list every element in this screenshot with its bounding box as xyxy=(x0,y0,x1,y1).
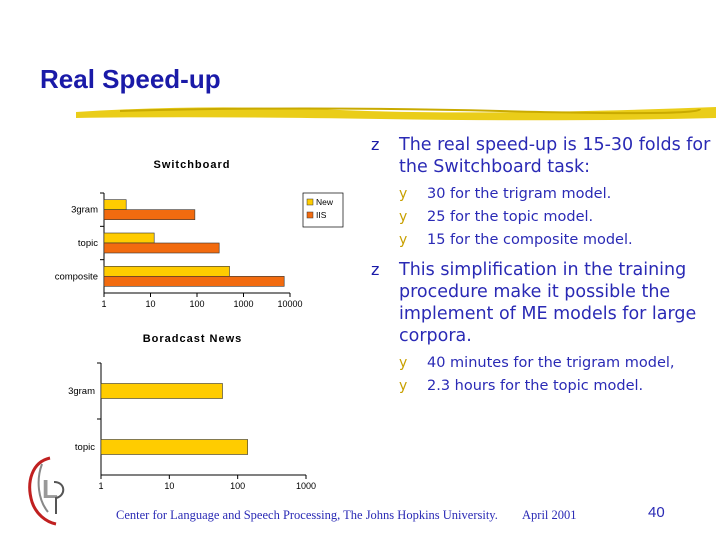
x-tick-label: 1000 xyxy=(296,481,316,491)
footer-date: April 2001 xyxy=(522,508,577,522)
bar-iis-topic xyxy=(103,242,220,254)
category-label: 3gram xyxy=(71,205,98,216)
bullet-text: The real speed-up is 15-30 folds for the… xyxy=(399,135,711,177)
sub-bullet-marker-icon: y xyxy=(399,378,408,394)
category-label: topic xyxy=(75,442,95,453)
legend-box xyxy=(302,192,344,228)
bullet-marker-icon: z xyxy=(371,260,380,279)
sub-bullet: y 40 minutes for the trigram model, xyxy=(399,353,714,374)
sub-bullet-marker-icon: y xyxy=(399,209,408,225)
bullet-simplification: z This simplification in the training pr… xyxy=(369,259,714,347)
x-tick-label: 1000 xyxy=(233,299,253,309)
category-label: composite xyxy=(55,271,98,282)
x-tick-label: 100 xyxy=(230,481,245,491)
x-tick-label: 1 xyxy=(101,299,106,309)
sub-bullet-text: 15 for the composite model. xyxy=(427,232,633,248)
clsp-logo-icon: L xyxy=(28,456,65,526)
sub-bullet-marker-icon: y xyxy=(399,186,408,202)
sub-bullet-text: 2.3 hours for the topic model. xyxy=(427,378,644,394)
x-tick-label: 1 xyxy=(98,481,103,491)
page-number: 40 xyxy=(648,504,665,521)
chart-title: Boradcast News xyxy=(143,333,243,345)
sub-bullet-marker-icon: y xyxy=(399,355,408,371)
bar-iis-3gram xyxy=(103,209,196,220)
x-tick-label: 10 xyxy=(145,299,155,309)
bullet-speedup: z The real speed-up is 15-30 folds for t… xyxy=(369,134,714,178)
bar-new-topic xyxy=(100,439,248,455)
title-underline xyxy=(76,107,716,121)
x-tick-label: 10000 xyxy=(277,299,302,309)
sub-bullet-text: 25 for the topic model. xyxy=(427,209,594,225)
bullet-list: z The real speed-up is 15-30 folds for t… xyxy=(369,134,714,399)
category-label: 3gram xyxy=(68,386,95,397)
category-label: topic xyxy=(78,238,98,249)
footer-institution: Center for Language and Speech Processin… xyxy=(116,508,498,522)
sub-bullet-text: 30 for the trigram model. xyxy=(427,186,612,202)
bullet-text: This simplification in the training proc… xyxy=(399,260,697,346)
bar-new-3gram xyxy=(100,383,223,399)
x-tick-label: 100 xyxy=(189,299,204,309)
bar-iis-composite xyxy=(103,276,285,287)
sub-bullet: y 2.3 hours for the topic model. xyxy=(399,376,714,397)
sub-bullet: y 25 for the topic model. xyxy=(399,207,714,228)
legend-label: New xyxy=(316,197,334,207)
sub-bullet: y 15 for the composite model. xyxy=(399,230,714,251)
legend-swatch xyxy=(306,198,314,206)
x-tick-label: 10 xyxy=(164,481,174,491)
legend-swatch xyxy=(306,211,314,219)
sub-bullet-marker-icon: y xyxy=(399,232,408,248)
slide-title: Real Speed-up xyxy=(40,64,221,94)
legend-label: IIS xyxy=(316,210,327,220)
sub-bullet-text: 40 minutes for the trigram model, xyxy=(427,355,675,371)
chart-title: Switchboard xyxy=(153,159,230,171)
sub-bullet: y 30 for the trigram model. xyxy=(399,184,714,205)
bullet-marker-icon: z xyxy=(371,135,380,154)
